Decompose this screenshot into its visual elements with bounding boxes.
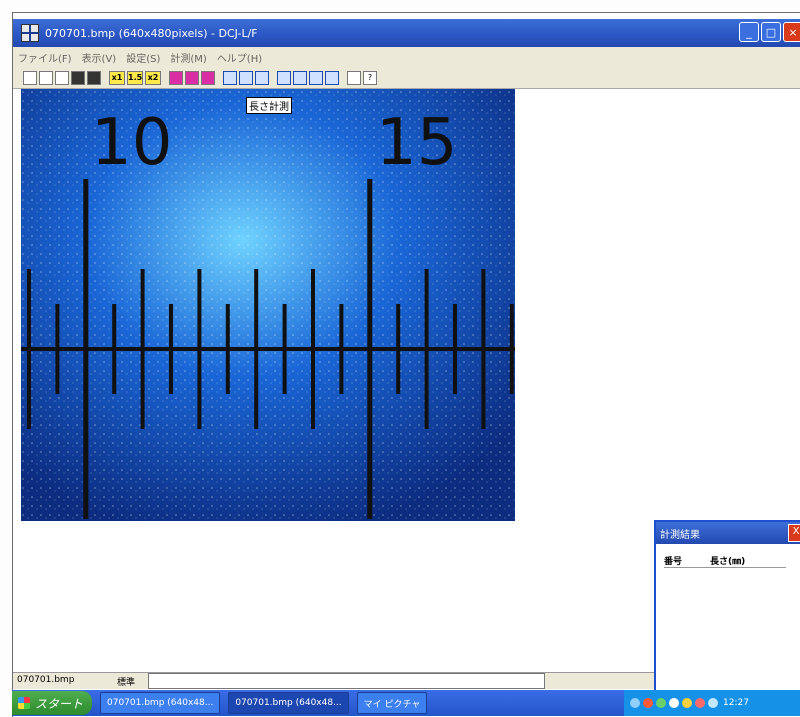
results-col-number: 番号: [664, 557, 683, 567]
menu-measure[interactable]: 計測(M): [170, 53, 207, 65]
results-titlebar: 計測結果 X: [656, 522, 800, 544]
results-close-button[interactable]: X: [788, 524, 800, 542]
window-controls: _ □ ×: [739, 22, 800, 42]
angle-icon[interactable]: [277, 70, 291, 85]
app-icon: [21, 24, 39, 42]
ruler-ticks: [27, 179, 514, 519]
print-icon[interactable]: [347, 70, 361, 85]
zoom-x2-button[interactable]: x2: [145, 70, 161, 85]
tray-icon[interactable]: [708, 698, 718, 708]
circle-icon[interactable]: [239, 70, 253, 85]
tray-icon[interactable]: [695, 698, 705, 708]
grid-icon[interactable]: [169, 70, 183, 85]
taskbar-item-2[interactable]: 070701.bmp (640x48...: [228, 692, 349, 714]
minimize-button[interactable]: _: [739, 22, 759, 42]
cross-icon[interactable]: [293, 70, 307, 85]
zoom-x1-button[interactable]: x1: [109, 70, 125, 85]
measure-icon[interactable]: [309, 70, 323, 85]
rect-icon[interactable]: [255, 70, 269, 85]
app-window: 070701.bmp (640x480pixels) - DCJ-L/F _ □…: [12, 12, 800, 717]
disk2-icon[interactable]: [87, 70, 101, 85]
menu-bar: ファイル(F) 表示(V) 設定(S) 計測(M) ヘルプ(H): [13, 47, 800, 67]
menu-settings[interactable]: 設定(S): [126, 53, 161, 65]
save-icon[interactable]: [39, 70, 53, 85]
status-field: [148, 673, 545, 689]
help-icon[interactable]: ?: [363, 70, 377, 85]
open-icon[interactable]: [23, 70, 37, 85]
tray-icon[interactable]: [669, 698, 679, 708]
disk-icon[interactable]: [71, 70, 85, 85]
tray-icon[interactable]: [682, 698, 692, 708]
ruler-scale-svg: 10 15: [21, 89, 515, 521]
tray-icon[interactable]: [656, 698, 666, 708]
taskbar-item-1[interactable]: 070701.bmp (640x48...: [100, 692, 221, 714]
tray-icon[interactable]: [643, 698, 653, 708]
menu-help[interactable]: ヘルプ(H): [216, 53, 263, 65]
system-tray: 12:27: [624, 690, 800, 716]
menu-view[interactable]: 表示(V): [81, 53, 117, 65]
taskbar-item-3[interactable]: マイ ピクチャ: [356, 692, 428, 714]
scale-icon[interactable]: [325, 70, 339, 85]
start-button[interactable]: スタート: [12, 691, 92, 715]
close-button[interactable]: ×: [783, 22, 800, 42]
status-mode: 標準: [117, 678, 136, 688]
results-title: 計測結果: [660, 529, 700, 541]
taskbar: スタート 070701.bmp (640x48... 070701.bmp (6…: [12, 690, 800, 716]
line-icon[interactable]: [223, 70, 237, 85]
clock: 12:27: [723, 698, 749, 708]
toolbar: x1 1.5 x2 ?: [13, 67, 800, 89]
title-bar: 070701.bmp (640x480pixels) - DCJ-L/F _ □…: [13, 19, 800, 47]
results-col-length: 長さ(㎜): [710, 557, 746, 567]
scale-label-15: 15: [376, 106, 457, 180]
length-measure-label: 長さ計測: [246, 97, 292, 114]
zoom-1-5-button[interactable]: 1.5: [127, 70, 143, 85]
results-window: 計測結果 X 番号 長さ(㎜): [654, 520, 800, 702]
status-filename: 070701.bmp: [17, 675, 75, 685]
export-icon[interactable]: [55, 70, 69, 85]
scale-label-10: 10: [91, 106, 172, 180]
maximize-button[interactable]: □: [761, 22, 781, 42]
status-bar: 070701.bmp 標準: [13, 672, 800, 689]
start-label: スタート: [35, 696, 84, 711]
columns-icon[interactable]: [201, 70, 215, 85]
results-header: 番号 長さ(㎜): [664, 554, 786, 568]
windows-flag-icon: [18, 697, 30, 709]
bar-icon[interactable]: [185, 70, 199, 85]
microscope-image[interactable]: 10 15 長さ計測: [21, 89, 515, 521]
window-title: 070701.bmp (640x480pixels) - DCJ-L/F: [45, 26, 258, 40]
menu-file[interactable]: ファイル(F): [18, 53, 72, 65]
tray-icon[interactable]: [630, 698, 640, 708]
